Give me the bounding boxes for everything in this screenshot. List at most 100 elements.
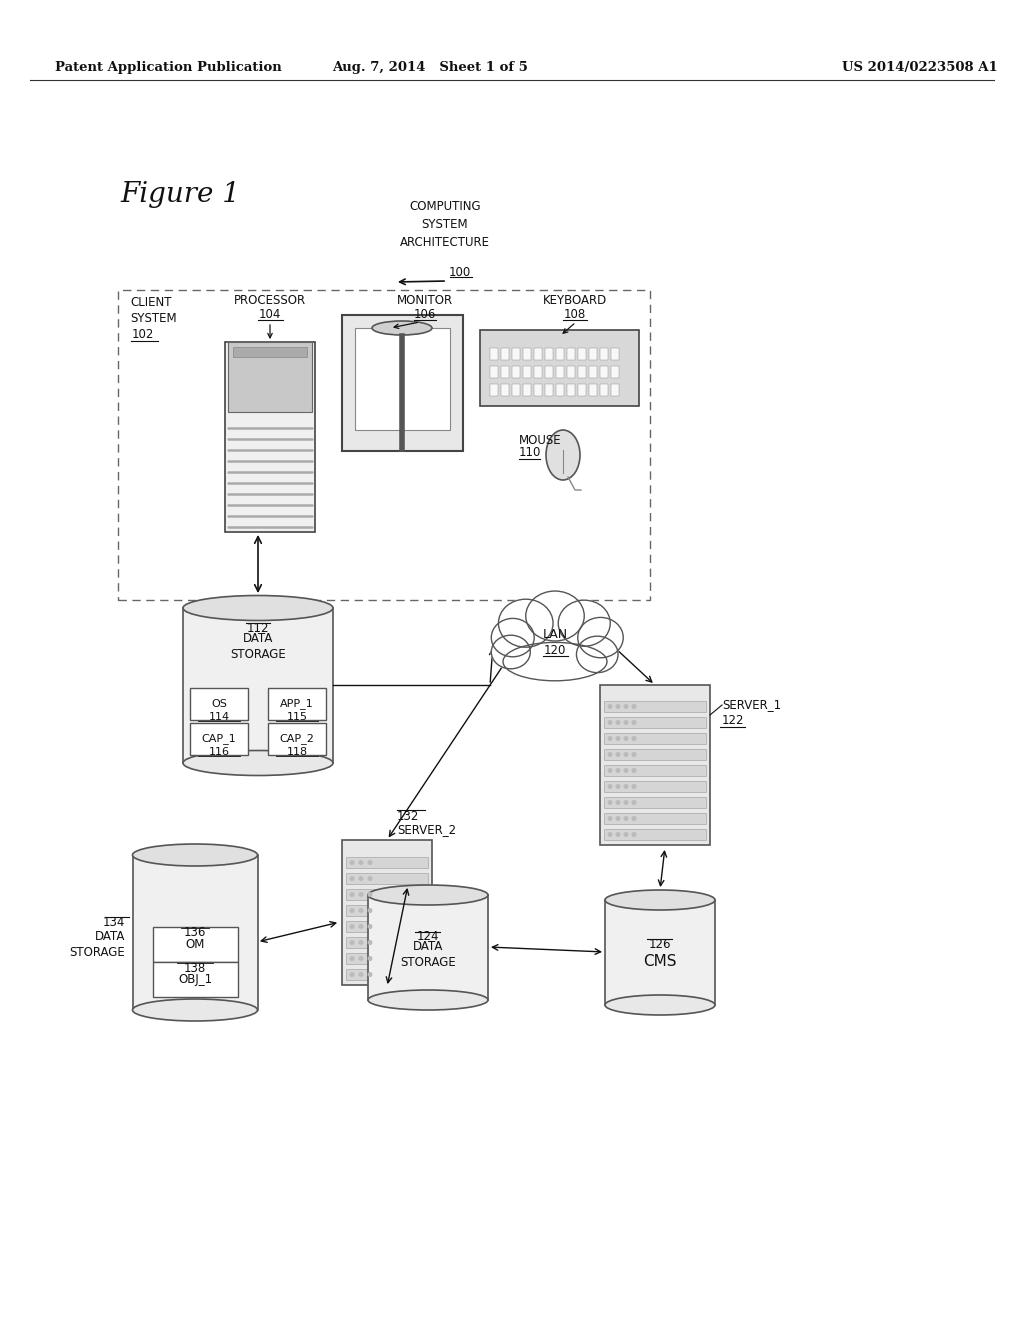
Text: KEYBOARD: KEYBOARD — [543, 293, 607, 306]
Text: OBJ_1: OBJ_1 — [178, 974, 212, 986]
FancyBboxPatch shape — [545, 366, 553, 378]
Bar — [604, 701, 706, 711]
Text: 116: 116 — [209, 747, 229, 756]
Text: 138: 138 — [184, 961, 206, 974]
Bar — [268, 688, 326, 719]
Circle shape — [608, 752, 611, 756]
Bar — [346, 937, 428, 948]
FancyBboxPatch shape — [480, 330, 639, 407]
Text: US 2014/0223508 A1: US 2014/0223508 A1 — [842, 62, 997, 74]
Bar — [604, 829, 706, 840]
Text: DATA
STORAGE: DATA STORAGE — [400, 940, 456, 969]
Ellipse shape — [183, 595, 333, 620]
Circle shape — [350, 861, 354, 865]
Text: PROCESSOR: PROCESSOR — [233, 293, 306, 306]
FancyBboxPatch shape — [501, 366, 509, 378]
Ellipse shape — [368, 884, 488, 906]
FancyBboxPatch shape — [534, 384, 542, 396]
Circle shape — [350, 957, 354, 961]
Text: MONITOR: MONITOR — [397, 293, 453, 306]
Ellipse shape — [497, 602, 613, 678]
FancyBboxPatch shape — [611, 384, 618, 396]
Circle shape — [359, 925, 362, 928]
Ellipse shape — [492, 635, 530, 669]
Text: 112: 112 — [247, 622, 269, 635]
Ellipse shape — [372, 321, 432, 335]
Circle shape — [608, 768, 611, 772]
Text: CMS: CMS — [643, 954, 677, 969]
FancyBboxPatch shape — [578, 366, 586, 378]
Bar — [604, 717, 706, 729]
FancyBboxPatch shape — [589, 384, 597, 396]
Ellipse shape — [132, 843, 257, 866]
FancyBboxPatch shape — [556, 384, 564, 396]
Bar — [346, 888, 428, 900]
FancyBboxPatch shape — [600, 384, 608, 396]
Text: MOUSE: MOUSE — [519, 433, 561, 446]
Ellipse shape — [132, 999, 257, 1020]
Circle shape — [359, 973, 362, 977]
Bar — [190, 723, 248, 755]
Circle shape — [359, 908, 362, 912]
Text: OS: OS — [211, 700, 227, 709]
Circle shape — [616, 817, 620, 820]
FancyBboxPatch shape — [534, 366, 542, 378]
Circle shape — [625, 817, 628, 820]
Circle shape — [632, 752, 636, 756]
FancyBboxPatch shape — [567, 384, 575, 396]
Bar — [346, 953, 428, 964]
Circle shape — [616, 833, 620, 837]
Circle shape — [359, 957, 362, 961]
FancyBboxPatch shape — [512, 366, 520, 378]
Circle shape — [632, 817, 636, 820]
Ellipse shape — [492, 618, 535, 657]
Text: CAP_1: CAP_1 — [202, 734, 237, 744]
Circle shape — [369, 957, 372, 961]
FancyBboxPatch shape — [490, 348, 498, 360]
FancyBboxPatch shape — [600, 348, 608, 360]
Circle shape — [350, 925, 354, 928]
Bar — [604, 797, 706, 808]
Text: Patent Application Publication: Patent Application Publication — [55, 62, 282, 74]
Text: DATA
STORAGE: DATA STORAGE — [230, 631, 286, 660]
Text: APP_1: APP_1 — [281, 698, 314, 709]
FancyBboxPatch shape — [556, 366, 564, 378]
FancyBboxPatch shape — [342, 840, 432, 985]
Circle shape — [359, 941, 362, 944]
Circle shape — [616, 801, 620, 804]
Circle shape — [608, 784, 611, 788]
Bar — [604, 781, 706, 792]
Text: 102: 102 — [132, 329, 155, 342]
Text: 122: 122 — [722, 714, 744, 727]
Ellipse shape — [558, 601, 610, 647]
Text: 124: 124 — [417, 931, 439, 944]
Text: 100: 100 — [449, 265, 471, 279]
Circle shape — [608, 737, 611, 741]
FancyBboxPatch shape — [523, 366, 531, 378]
Circle shape — [359, 876, 362, 880]
Circle shape — [632, 737, 636, 741]
FancyBboxPatch shape — [600, 685, 710, 845]
FancyBboxPatch shape — [501, 348, 509, 360]
Ellipse shape — [546, 430, 580, 480]
Text: 115: 115 — [287, 711, 307, 722]
Circle shape — [625, 752, 628, 756]
Circle shape — [625, 721, 628, 725]
Circle shape — [369, 973, 372, 977]
Bar — [604, 733, 706, 744]
Circle shape — [608, 817, 611, 820]
Circle shape — [632, 721, 636, 725]
FancyBboxPatch shape — [225, 342, 315, 532]
Circle shape — [632, 705, 636, 709]
Circle shape — [616, 721, 620, 725]
Bar — [604, 748, 706, 760]
Circle shape — [369, 861, 372, 865]
Bar — [604, 813, 706, 824]
Text: 110: 110 — [519, 446, 542, 459]
Bar — [346, 921, 428, 932]
Ellipse shape — [499, 599, 553, 647]
Text: SERVER_1: SERVER_1 — [722, 698, 781, 711]
Circle shape — [350, 892, 354, 896]
Bar — [604, 766, 706, 776]
Circle shape — [632, 801, 636, 804]
